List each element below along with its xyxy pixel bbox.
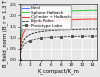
X-axis label: K_compact/K_m: K_compact/K_m (38, 69, 80, 74)
Y-axis label: B_field_norm (B_r = 1.3 T): B_field_norm (B_r = 1.3 T) (3, 0, 9, 67)
Legend: Ideal, Sphere Halbach, Cylinder + Halbach, Bjork Poles, Prototype Labo: Ideal, Sphere Halbach, Cylinder + Halbac… (21, 5, 72, 29)
